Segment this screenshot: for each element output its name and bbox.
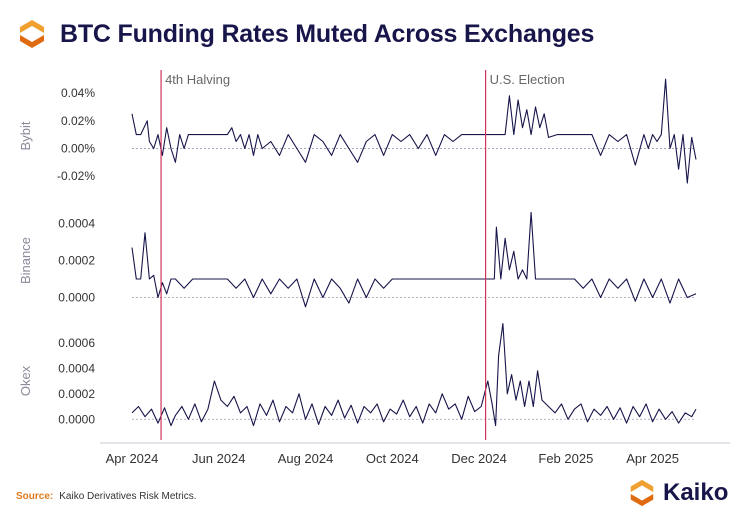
brand-logo: Kaiko xyxy=(627,478,728,508)
x-tick-label: Apr 2024 xyxy=(106,451,159,466)
y-tick-label: 0.0000 xyxy=(58,291,95,305)
y-tick-label: 0.02% xyxy=(61,114,95,128)
y-tick-label: 0.00% xyxy=(61,141,95,155)
y-tick-label: 0.0000 xyxy=(58,412,95,426)
source-note: Source: Kaiko Derivatives Risk Metrics. xyxy=(16,491,197,502)
series-line-bybit xyxy=(131,78,697,184)
y-tick-label: -0.02% xyxy=(57,169,95,183)
brand-name: Kaiko xyxy=(663,479,729,506)
x-tick-label: Oct 2024 xyxy=(366,451,419,466)
series-line-binance xyxy=(131,211,697,308)
event-label-election: U.S. Election xyxy=(490,72,565,87)
y-tick-label: 0.0006 xyxy=(58,336,95,350)
x-tick-label: Jun 2024 xyxy=(192,451,246,466)
y-tick-label: 0.04% xyxy=(61,86,95,100)
header: BTC Funding Rates Muted Across Exchanges xyxy=(16,14,594,54)
series-line-okex xyxy=(131,323,697,427)
x-tick-label: Dec 2024 xyxy=(451,451,507,466)
y-axis-label-okex: Okex xyxy=(18,365,33,396)
y-axis-label-binance: Binance xyxy=(18,237,33,284)
kaiko-logo-icon xyxy=(20,20,44,48)
x-tick-label: Apr 2025 xyxy=(626,451,679,466)
chart-title: BTC Funding Rates Muted Across Exchanges xyxy=(60,19,595,48)
y-axis-label-bybit: Bybit xyxy=(18,121,33,150)
event-label-halving: 4th Halving xyxy=(165,72,230,87)
source-text: Kaiko Derivatives Risk Metrics. xyxy=(59,491,197,502)
y-tick-label: 0.0004 xyxy=(58,361,95,375)
kaiko-brand-icon xyxy=(630,479,654,507)
source-label: Source: xyxy=(16,491,54,502)
y-tick-label: 0.0002 xyxy=(58,387,95,401)
y-tick-label: 0.0004 xyxy=(58,217,95,231)
x-tick-label: Feb 2025 xyxy=(538,451,593,466)
x-tick-label: Aug 2024 xyxy=(278,451,334,466)
y-tick-label: 0.0002 xyxy=(58,254,95,268)
